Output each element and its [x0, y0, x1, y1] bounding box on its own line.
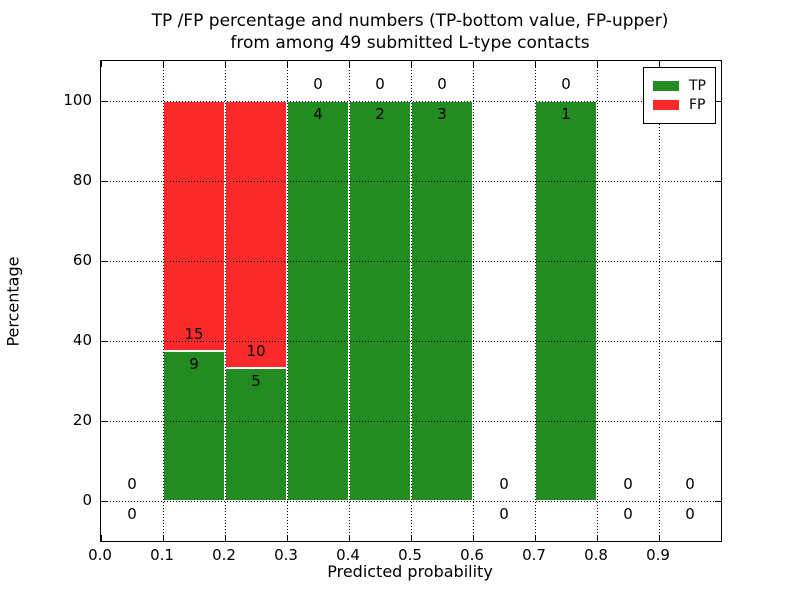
fp-count-label: 0	[685, 475, 695, 493]
x-tick-mark-top	[287, 61, 288, 67]
y-axis-label: Percentage	[3, 256, 23, 347]
y-tick-label: 100	[63, 91, 92, 109]
v-gridline	[659, 61, 660, 541]
x-tick-mark	[659, 535, 660, 541]
y-tick-mark	[101, 261, 107, 262]
tp-count-label: 3	[437, 105, 447, 123]
fp-count-label: 0	[499, 475, 509, 493]
y-tick-mark	[101, 181, 107, 182]
x-tick-mark	[535, 535, 536, 541]
x-tick-label: 0.6	[460, 546, 484, 564]
y-tick-mark	[101, 421, 107, 422]
x-tick-mark	[473, 535, 474, 541]
fp-count-label: 15	[184, 325, 204, 343]
x-tick-label: 0.4	[336, 546, 360, 564]
x-tick-mark	[411, 535, 412, 541]
fp-bar-segment	[163, 101, 225, 351]
tp-count-label: 0	[499, 505, 509, 523]
tp-bar-segment	[163, 351, 225, 501]
tp-count-label: 0	[685, 505, 695, 523]
x-tick-label: 0.5	[398, 546, 422, 564]
y-tick-label: 0	[82, 491, 92, 509]
legend-label-fp: FP	[689, 97, 706, 113]
x-tick-mark-top	[597, 61, 598, 67]
v-gridline	[225, 61, 226, 541]
tp-bar-segment	[349, 101, 411, 501]
tp-count-label: 9	[189, 355, 199, 373]
x-tick-label: 0.9	[646, 546, 670, 564]
x-tick-mark-top	[411, 61, 412, 67]
fp-count-label: 0	[375, 75, 385, 93]
legend-entry-fp: FP	[653, 97, 706, 113]
x-tick-label: 0.3	[274, 546, 298, 564]
x-tick-label: 0.8	[584, 546, 608, 564]
x-tick-mark	[225, 535, 226, 541]
x-tick-mark-top	[473, 61, 474, 67]
y-tick-mark-right	[715, 101, 721, 102]
x-axis-label: Predicted probability	[327, 562, 493, 581]
v-gridline	[287, 61, 288, 541]
x-tick-label: 0.7	[522, 546, 546, 564]
fp-count-label: 0	[127, 475, 137, 493]
y-tick-label: 40	[72, 331, 92, 349]
y-tick-label: 60	[72, 251, 92, 269]
chart-title: TP /FP percentage and numbers (TP-bottom…	[100, 10, 720, 54]
tp-count-label: 0	[623, 505, 633, 523]
y-tick-mark-right	[715, 421, 721, 422]
tp-count-label: 5	[251, 371, 261, 390]
fp-count-label: 10	[246, 341, 266, 360]
x-tick-mark	[101, 535, 102, 541]
y-tick-mark-right	[715, 341, 721, 342]
v-gridline	[411, 61, 412, 541]
legend: TP FP	[643, 67, 716, 124]
fp-count-label: 0	[623, 475, 633, 493]
v-gridline	[473, 61, 474, 541]
tp-count-label: 1	[561, 105, 571, 123]
legend-label-tp: TP	[689, 78, 706, 94]
y-tick-mark-right	[715, 501, 721, 502]
y-tick-mark	[101, 501, 107, 502]
x-tick-mark-top	[101, 61, 102, 67]
tp-bar-segment	[411, 101, 473, 501]
x-tick-mark-top	[659, 61, 660, 67]
x-tick-mark-top	[535, 61, 536, 67]
x-tick-mark-top	[349, 61, 350, 67]
fp-bar-segment	[225, 101, 287, 368]
tp-count-label: 2	[375, 105, 385, 123]
v-gridline	[349, 61, 350, 541]
x-tick-mark-top	[225, 61, 226, 67]
chart-title-line2: from among 49 submitted L-type contacts	[230, 33, 590, 53]
fp-count-label: 0	[437, 75, 447, 93]
x-tick-mark	[163, 535, 164, 541]
tp-swatch-icon	[653, 81, 679, 91]
y-tick-mark-right	[715, 181, 721, 182]
v-gridline	[597, 61, 598, 541]
y-tick-mark	[101, 101, 107, 102]
plot-area: TP FP 0 0 15 9 10 5 0 4 0 2 0 3 0 0 0 1 0 0 0 0	[100, 60, 722, 542]
tp-bar-segment	[535, 101, 597, 501]
y-tick-mark	[101, 341, 107, 342]
fp-swatch-icon	[653, 100, 679, 110]
x-tick-mark	[597, 535, 598, 541]
x-tick-label: 0.0	[88, 546, 112, 564]
y-tick-mark-right	[715, 261, 721, 262]
v-gridline	[163, 61, 164, 541]
tp-count-label: 0	[127, 505, 137, 523]
x-tick-mark	[287, 535, 288, 541]
y-tick-label: 80	[72, 171, 92, 189]
chart-title-line1: TP /FP percentage and numbers (TP-bottom…	[151, 11, 669, 31]
y-tick-label: 20	[72, 411, 92, 429]
x-tick-label: 0.1	[150, 546, 174, 564]
x-tick-label: 0.2	[212, 546, 236, 564]
v-gridline	[535, 61, 536, 541]
fp-count-label: 0	[561, 75, 571, 93]
x-tick-mark	[349, 535, 350, 541]
tp-count-label: 4	[313, 105, 323, 123]
tp-bar-segment	[287, 101, 349, 501]
x-tick-mark-top	[163, 61, 164, 67]
fp-count-label: 0	[313, 75, 323, 93]
legend-entry-tp: TP	[653, 78, 706, 94]
